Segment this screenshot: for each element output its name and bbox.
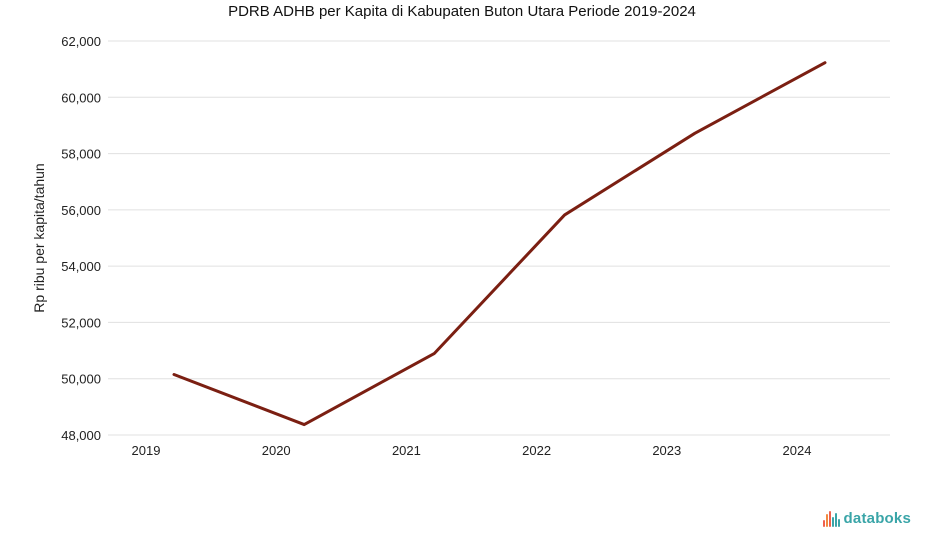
series-group [172, 61, 827, 427]
logo-text: databoks [843, 510, 911, 527]
x-tick-label: 2019 [132, 443, 161, 458]
series-line [172, 61, 827, 427]
databoks-logo: databoks [822, 510, 911, 527]
y-tick-label: 54,000 [61, 259, 101, 274]
logo-bar [834, 512, 837, 527]
y-axis-ticks: 48,000 50,000 52,000 54,000 56,000 58,000 60,0… [61, 34, 101, 443]
logo-bar [837, 518, 840, 527]
x-tick-label: 2023 [652, 443, 681, 458]
y-tick-label: 56,000 [61, 203, 101, 218]
logo-bar [822, 519, 825, 527]
y-tick-label: 48,000 [61, 428, 101, 443]
logo-bar [828, 510, 831, 527]
y-tick-label: 60,000 [61, 90, 101, 105]
y-tick-label: 58,000 [61, 147, 101, 162]
gridlines [108, 40, 890, 436]
y-axis-label: Rp ribu per kapita/tahun [31, 163, 47, 312]
x-tick-label: 2022 [522, 443, 551, 458]
logo-bar [831, 516, 834, 527]
x-tick-label: 2020 [262, 443, 291, 458]
x-tick-label: 2021 [392, 443, 421, 458]
x-axis-ticks: 2019 2020 2021 2022 2023 2024 [132, 443, 812, 458]
chart-title: PDRB ADHB per Kapita di Kabupaten Buton … [228, 3, 696, 20]
logo-bar [825, 513, 828, 527]
y-tick-label: 52,000 [61, 315, 101, 330]
logo-bars-icon [822, 510, 840, 527]
x-tick-label: 2024 [783, 443, 812, 458]
y-tick-label: 50,000 [61, 372, 101, 387]
y-tick-label: 62,000 [61, 34, 101, 49]
